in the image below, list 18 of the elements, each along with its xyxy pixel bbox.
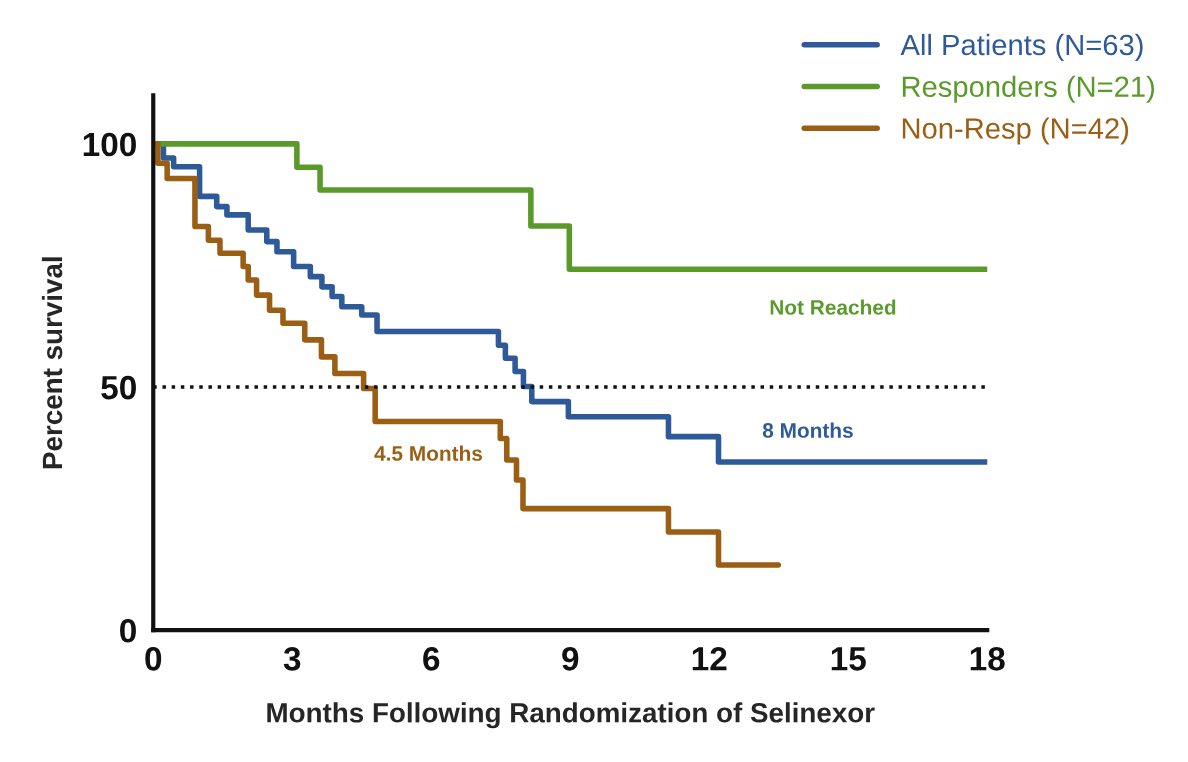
x-tick-label: 6 [423,647,440,671]
y-tick-label: 50 [101,375,136,400]
x-tick-label: 12 [692,647,727,671]
x-tick-label: 15 [831,647,866,671]
y-tick-label: 100 [83,132,136,157]
x-axis-title: Months Following Randomization of Selinexor [267,702,875,729]
legend-label: Non-Resp (N=42) [902,117,1129,145]
legend-label: All Patients (N=63) [900,33,1143,62]
annotation: Not Reached [770,299,896,315]
x-tick-label: 3 [283,647,301,671]
x-tick-label: 18 [970,647,1005,671]
y-axis-title: Percent survival [41,257,63,469]
y-tick-label: 0 [120,618,136,643]
x-tick-label: 0 [145,647,162,671]
annotation: 8 Months [762,422,853,438]
legend-label: Responders (N=21) [902,75,1155,103]
x-tick-label: 9 [562,647,579,671]
annotation: 4.5 Months [374,445,483,461]
